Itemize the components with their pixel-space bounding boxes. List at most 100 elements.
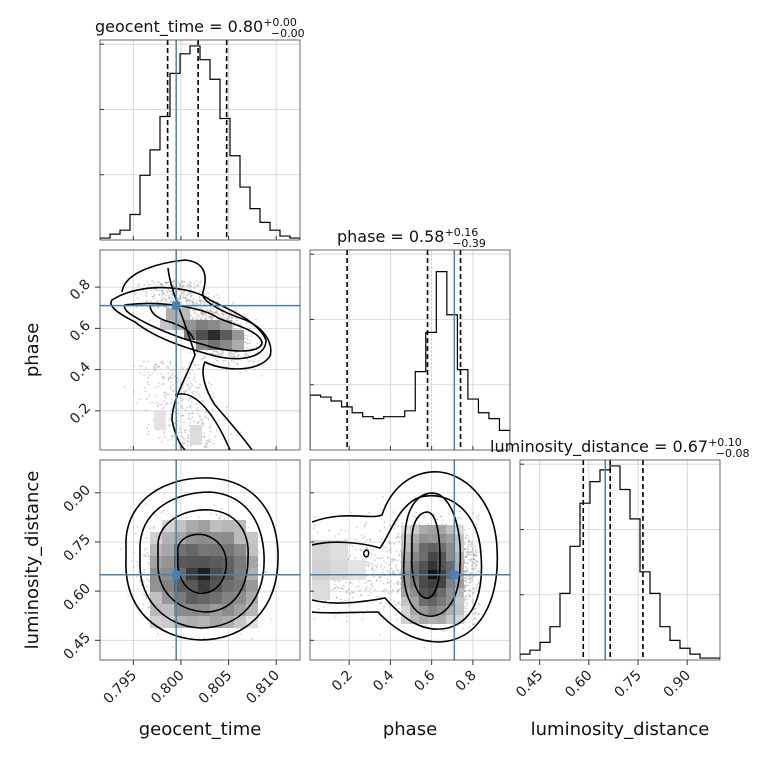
x-axis-label-luminosity-distance: luminosity_distance bbox=[531, 719, 710, 740]
sample-point bbox=[208, 296, 210, 299]
density-cell bbox=[410, 588, 419, 597]
sample-point bbox=[334, 587, 337, 590]
sample-point bbox=[208, 316, 211, 318]
sample-point bbox=[213, 504, 216, 507]
density-cell bbox=[178, 308, 190, 320]
sample-point bbox=[473, 608, 476, 611]
sample-point bbox=[334, 535, 337, 538]
sample-point bbox=[203, 435, 206, 438]
sample-point bbox=[390, 580, 393, 583]
sample-point bbox=[229, 352, 231, 355]
sample-point bbox=[371, 562, 373, 565]
sample-point bbox=[332, 588, 335, 590]
sample-point bbox=[200, 299, 202, 302]
sample-point bbox=[187, 399, 190, 402]
sample-point bbox=[477, 569, 480, 572]
sample-point bbox=[183, 280, 186, 283]
sample-point bbox=[177, 289, 180, 292]
sample-point bbox=[228, 351, 231, 353]
sample-point bbox=[472, 623, 475, 626]
sample-point bbox=[365, 558, 368, 560]
sample-point bbox=[157, 385, 160, 387]
sample-point bbox=[246, 337, 249, 340]
sample-point bbox=[465, 595, 467, 597]
density-cell bbox=[186, 556, 198, 568]
sample-point bbox=[468, 539, 471, 542]
sample-point bbox=[360, 550, 363, 552]
sample-point bbox=[379, 529, 381, 532]
sample-point bbox=[333, 583, 336, 586]
sample-point bbox=[412, 515, 414, 517]
contour-line bbox=[176, 533, 228, 594]
sample-point bbox=[166, 290, 169, 293]
sample-point bbox=[235, 317, 238, 319]
sample-point bbox=[472, 623, 475, 626]
sample-point bbox=[335, 615, 337, 617]
contour-line bbox=[125, 477, 279, 641]
sample-point bbox=[389, 551, 392, 553]
sample-point bbox=[162, 375, 165, 378]
sample-point bbox=[217, 313, 219, 315]
sample-point bbox=[168, 296, 171, 298]
sample-point bbox=[365, 564, 368, 567]
sample-point bbox=[160, 512, 163, 514]
density-cell bbox=[186, 568, 198, 580]
sample-point bbox=[170, 306, 173, 308]
sample-point bbox=[132, 365, 135, 367]
sample-point bbox=[148, 558, 150, 561]
density-cell bbox=[210, 568, 222, 580]
sample-point bbox=[189, 397, 192, 400]
sample-point bbox=[199, 281, 201, 284]
sample-point bbox=[475, 586, 478, 589]
sample-point bbox=[471, 562, 474, 565]
sample-point bbox=[465, 604, 468, 607]
sample-point bbox=[207, 439, 210, 442]
sample-point bbox=[348, 604, 351, 607]
sample-point bbox=[193, 363, 196, 366]
density-cell bbox=[198, 592, 210, 604]
sample-point bbox=[167, 281, 170, 284]
sample-point bbox=[383, 521, 386, 523]
density-cell bbox=[220, 320, 232, 330]
sample-point bbox=[146, 433, 149, 436]
density-cell bbox=[222, 592, 234, 604]
sample-point bbox=[467, 537, 469, 540]
sample-point bbox=[444, 629, 446, 632]
sample-point bbox=[217, 301, 220, 304]
sample-point bbox=[386, 577, 389, 580]
sample-point bbox=[371, 585, 374, 588]
sample-point bbox=[340, 529, 343, 531]
sample-point bbox=[464, 585, 467, 588]
sample-point bbox=[465, 555, 468, 558]
sample-point bbox=[212, 302, 214, 305]
sample-point bbox=[414, 523, 417, 526]
sample-point bbox=[133, 292, 136, 295]
sample-point bbox=[216, 311, 219, 314]
sample-point bbox=[143, 549, 146, 551]
sample-point bbox=[200, 316, 203, 319]
sample-point bbox=[186, 444, 189, 447]
sample-point bbox=[210, 513, 213, 515]
sample-point bbox=[195, 391, 198, 393]
sample-point bbox=[384, 546, 387, 549]
sample-point bbox=[210, 316, 213, 319]
sample-point bbox=[153, 295, 156, 297]
sample-point bbox=[245, 353, 248, 356]
sample-point bbox=[181, 399, 184, 402]
sample-point bbox=[466, 554, 469, 557]
sample-point bbox=[203, 431, 205, 434]
sample-point bbox=[358, 590, 361, 592]
sample-point bbox=[162, 298, 165, 300]
sample-point bbox=[198, 367, 200, 370]
sample-point bbox=[382, 608, 385, 611]
sample-point bbox=[469, 577, 472, 580]
sample-point bbox=[228, 316, 231, 319]
sample-point bbox=[170, 369, 173, 371]
sample-point bbox=[372, 571, 375, 574]
sample-point bbox=[217, 314, 220, 316]
sample-point bbox=[463, 590, 466, 592]
sample-point bbox=[218, 297, 221, 299]
sample-point bbox=[153, 526, 155, 528]
density-cell bbox=[428, 525, 437, 534]
sample-point bbox=[139, 365, 142, 367]
